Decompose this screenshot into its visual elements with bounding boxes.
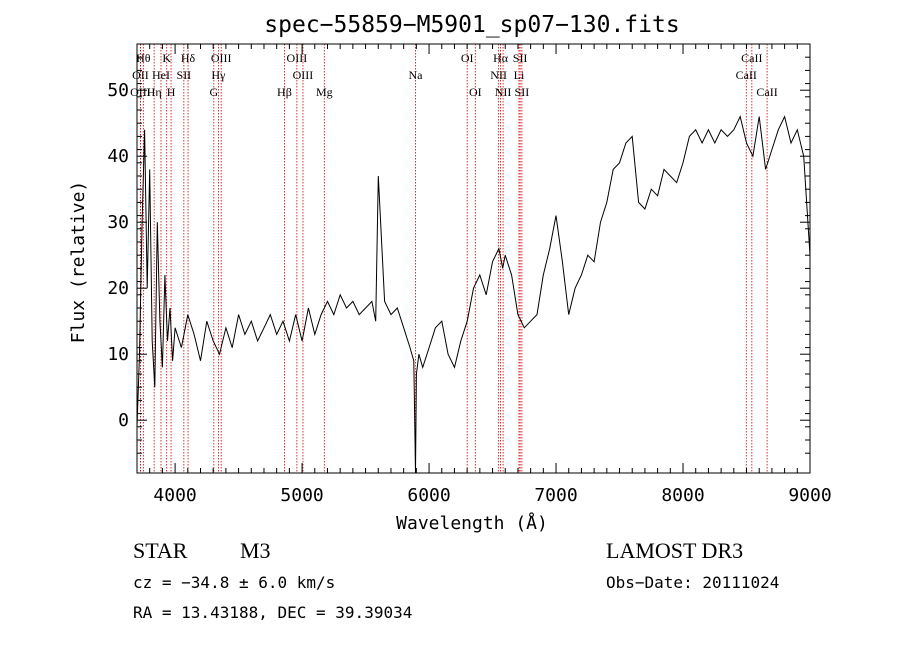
line-label-17: OI <box>461 51 474 65</box>
y-axis-label: Flux (relative) <box>68 181 89 344</box>
line-label-10: Hγ <box>211 68 226 82</box>
y-tick-label-4: 40 <box>107 146 129 167</box>
line-label-19: Hα <box>493 51 509 65</box>
x-axis: 4000 5000 6000 7000 8000 9000 <box>136 44 832 506</box>
line-label-21: NII <box>495 85 512 99</box>
line-label-26: CaII <box>736 68 757 82</box>
ra-dec-coordinates: RA = 13.43188, DEC = 39.39034 <box>133 603 413 622</box>
line-label-22: SII <box>513 51 528 65</box>
line-label-13: OIII <box>287 51 308 65</box>
x-tick-label-4: 8000 <box>661 485 704 506</box>
line-label-5: HeI <box>152 68 170 82</box>
line-label-12: Hβ <box>277 85 292 99</box>
line-label-4: K <box>162 51 171 65</box>
observation-date: Obs−Date: 20111024 <box>606 573 780 592</box>
line-label-18: OI <box>469 85 482 99</box>
line-label-27: CaII <box>756 85 777 99</box>
y-tick-label-0: 0 <box>118 410 129 431</box>
line-label-7: SII <box>177 68 192 82</box>
plot-frame <box>136 43 811 474</box>
emission-line-markers <box>140 44 768 473</box>
line-label-2: OIII <box>130 85 151 99</box>
line-label-25: CaII <box>741 51 762 65</box>
line-label-16: Na <box>408 68 423 82</box>
line-label-8: Hδ <box>181 51 196 65</box>
line-label-0: Hθ <box>136 51 151 65</box>
x-tick-label-1: 5000 <box>280 485 323 506</box>
y-tick-label-2: 20 <box>107 278 129 299</box>
y-tick-label-5: 50 <box>107 80 129 101</box>
line-label-9: OIII <box>211 51 232 65</box>
line-label-11: G <box>209 85 218 99</box>
y-tick-label-1: 10 <box>107 344 129 365</box>
spectrum-series <box>136 115 811 474</box>
line-label-20: NII <box>490 68 507 82</box>
x-tick-label-3: 7000 <box>534 485 577 506</box>
chart-title: spec−55859−M5901_sp07−130.fits <box>264 12 679 38</box>
survey-name: LAMOST DR3 <box>606 538 744 563</box>
line-label-23: Li <box>514 68 525 82</box>
line-label-24: SII <box>515 85 530 99</box>
line-label-1: OII <box>132 68 149 82</box>
x-axis-label: Wavelength (Å) <box>396 512 548 534</box>
object-subclass: M3 <box>240 538 271 563</box>
line-label-14: OIII <box>293 68 314 82</box>
x-tick-label-2: 6000 <box>407 485 450 506</box>
line-label-3: Hη <box>147 85 162 99</box>
line-label-6: H <box>167 85 176 99</box>
object-class: STAR <box>133 538 188 563</box>
redshift-cz: cz = −34.8 ± 6.0 km/s <box>133 573 336 592</box>
line-label-15: Mg <box>316 85 333 99</box>
x-tick-label-0: 4000 <box>153 485 196 506</box>
y-axis: 0 10 20 30 40 50 <box>107 56 810 454</box>
y-tick-label-3: 30 <box>107 212 129 233</box>
x-tick-label-5: 9000 <box>788 485 831 506</box>
